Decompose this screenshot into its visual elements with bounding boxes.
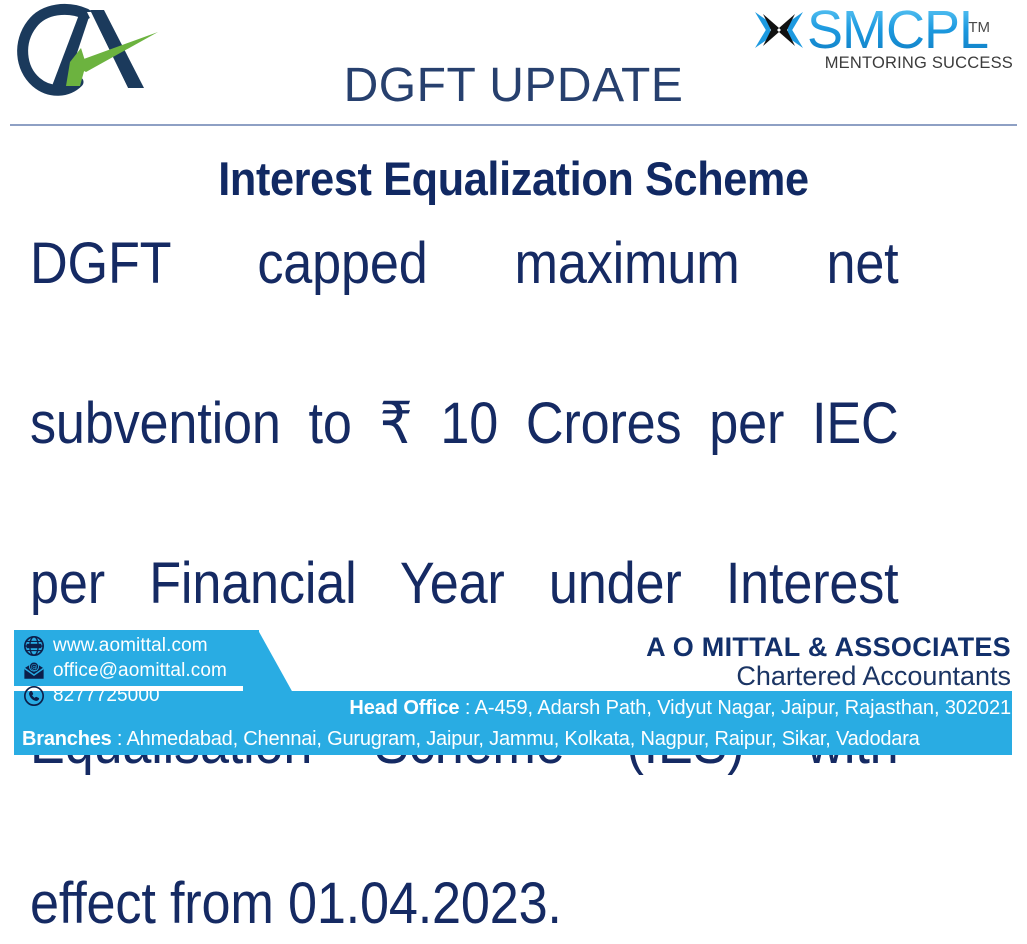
contact-website-row[interactable]: www.aomittal.com bbox=[22, 634, 272, 658]
footer-cyan-band-bottom bbox=[14, 722, 1012, 755]
website-text: www.aomittal.com bbox=[53, 635, 208, 656]
head-office-line: Head Office : A-459, Adarsh Path, Vidyut… bbox=[349, 694, 1011, 722]
header-divider bbox=[10, 124, 1017, 126]
svg-text:@: @ bbox=[31, 664, 38, 672]
body-line: per Financial Year under Interest bbox=[30, 551, 899, 616]
contact-email-row[interactable]: @ office@aomittal.com bbox=[22, 659, 272, 683]
phone-text: 8277725000 bbox=[53, 685, 160, 706]
globe-icon bbox=[24, 636, 44, 656]
smcpl-wordmark-text: SMCPL bbox=[807, 0, 989, 60]
body-line: effect from 01.04.2023. bbox=[30, 871, 562, 936]
envelope-at-icon: @ bbox=[23, 661, 45, 679]
footer-cyan-block-top bbox=[14, 630, 259, 686]
branches-line: Branches : Ahmedabad, Chennai, Gurugram,… bbox=[22, 725, 920, 753]
slide-header: DGFT UPDATE SMCPL TM MENT bbox=[0, 0, 1027, 126]
firm-name: A O MITTAL & ASSOCIATES bbox=[646, 632, 1011, 662]
email-text: office@aomittal.com bbox=[53, 660, 227, 681]
body-text: DGFT capped maximum net subvention to ₹ … bbox=[30, 224, 899, 944]
trademark-symbol: TM bbox=[968, 19, 991, 36]
contact-list: www.aomittal.com @ office@aomittal.com 8… bbox=[22, 634, 272, 709]
ca-logo bbox=[17, 3, 158, 96]
smcpl-wordmark: SMCPL TM bbox=[807, 0, 991, 60]
footer-cyan-band-mid bbox=[14, 691, 1012, 725]
smcpl-logo: SMCPL TM MENTORING SUCCESS bbox=[753, 2, 1015, 84]
contact-phone-row[interactable]: 8277725000 bbox=[22, 684, 272, 708]
x-mark-icon bbox=[755, 12, 803, 48]
main-headline: Interest Equalization Scheme bbox=[218, 152, 809, 205]
firm-subtitle: Chartered Accountants bbox=[736, 661, 1011, 691]
branches-label: Branches bbox=[22, 728, 112, 750]
head-office-value: : A-459, Adarsh Path, Vidyut Nagar, Jaip… bbox=[459, 697, 1011, 719]
branches-value: : Ahmedabad, Chennai, Gurugram, Jaipur, … bbox=[111, 728, 920, 750]
slide-footer: www.aomittal.com @ office@aomittal.com 8… bbox=[0, 628, 1027, 763]
body-line: subvention to ₹ 10 Crores per IEC bbox=[30, 391, 899, 456]
body-line: DGFT capped maximum net bbox=[30, 231, 899, 296]
phone-icon bbox=[24, 686, 44, 706]
head-office-label: Head Office bbox=[349, 697, 460, 719]
smcpl-tagline: MENTORING SUCCESS bbox=[824, 54, 1013, 72]
page-title: DGFT UPDATE bbox=[343, 59, 684, 112]
